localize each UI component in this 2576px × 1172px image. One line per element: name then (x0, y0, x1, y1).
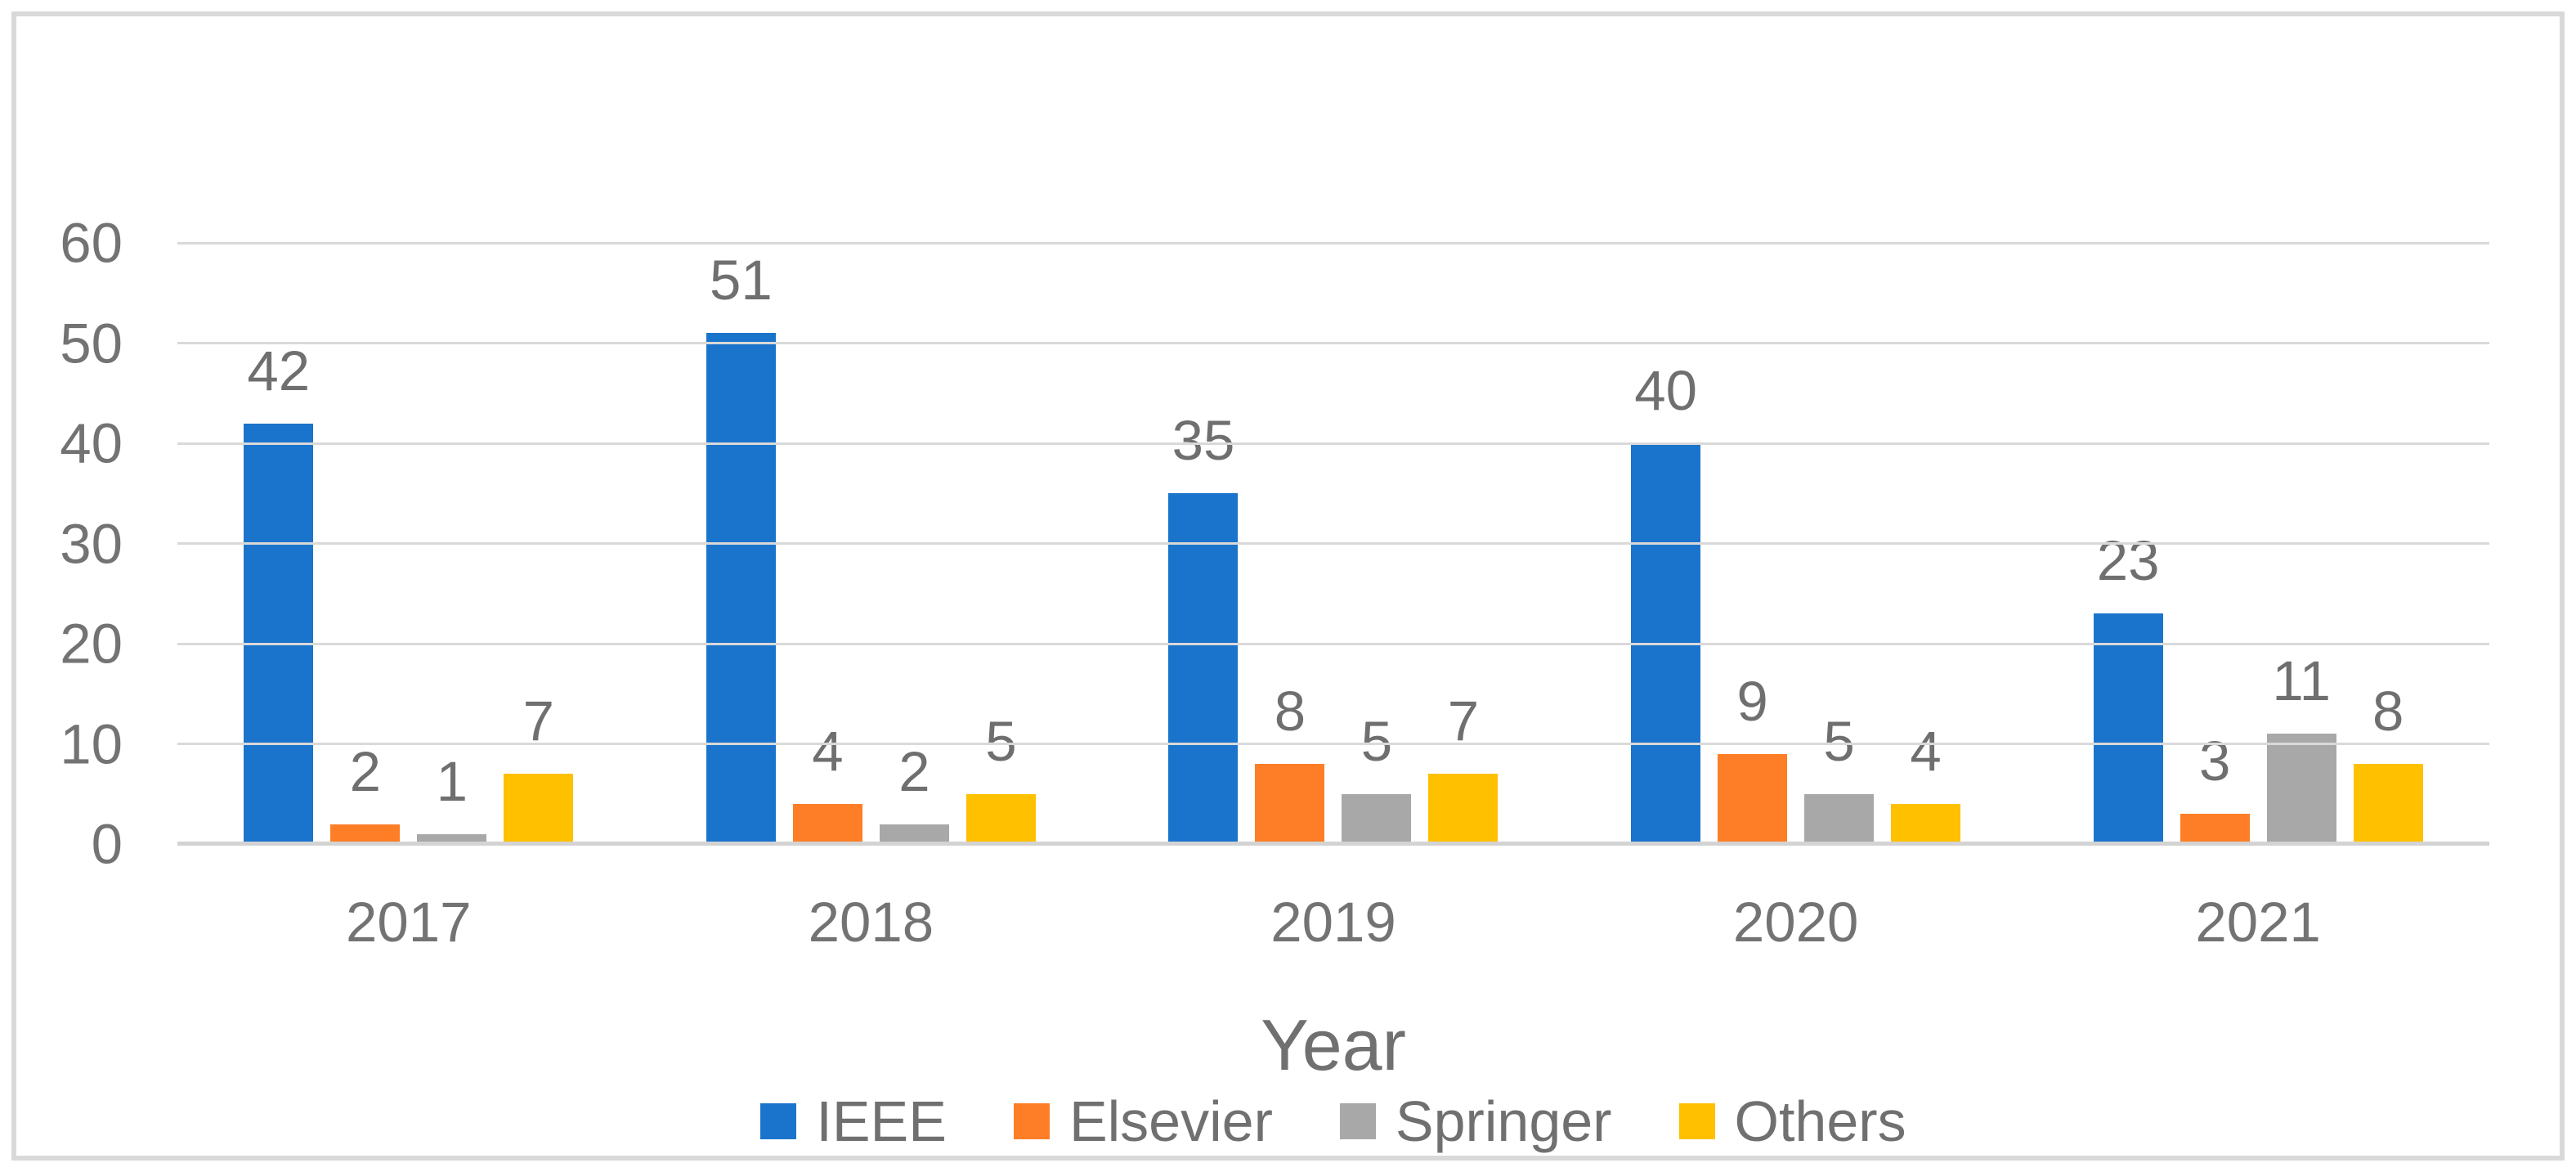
data-label-springer-2017: 1 (436, 749, 468, 813)
bar-others-2020 (1891, 804, 1961, 844)
bar-slot-elsevier-2020: 9 (1718, 243, 1788, 844)
y-tick-label-20: 20 (60, 612, 123, 676)
bar-group-2019: 35 8 5 7 (1102, 243, 1565, 844)
data-label-elsevier-2021: 3 (2198, 730, 2231, 793)
bar-others-2019 (1428, 774, 1499, 844)
x-category-label-2020: 2020 (1732, 891, 1859, 954)
data-label-ieee-2021: 23 (2096, 529, 2160, 593)
x-axis-title: Year (1261, 1004, 1406, 1085)
data-label-others-2018: 5 (985, 709, 1017, 773)
legend-swatch-icon-others (1678, 1103, 1715, 1139)
legend-label-elsevier: Elsevier (1068, 1089, 1273, 1153)
bar-elsevier-2020 (1718, 753, 1788, 844)
data-label-elsevier-2017: 2 (349, 739, 381, 803)
y-tick-label-30: 30 (60, 512, 123, 575)
legend-label-springer: Springer (1395, 1089, 1612, 1153)
bar-others-2021 (2353, 764, 2423, 844)
data-label-ieee-2018: 51 (710, 249, 773, 312)
bar-ieee-2017 (244, 423, 314, 844)
legend-swatch-icon-ieee (760, 1103, 797, 1139)
x-category-label-2018: 2018 (808, 891, 934, 954)
x-axis-category-labels: 2017 2018 2019 2020 2021 (177, 891, 2489, 954)
bar-slot-ieee-2018: 51 (706, 243, 776, 844)
y-tick-label-0: 0 (91, 812, 123, 876)
bar-slot-others-2019: 7 (1428, 243, 1499, 844)
bar-elsevier-2019 (1255, 764, 1325, 844)
x-category-label-2017: 2017 (346, 891, 472, 954)
legend-item-others: Others (1678, 1089, 1906, 1153)
chart-legend: IEEE Elsevier Springer Others (177, 1093, 2489, 1150)
data-label-ieee-2017: 42 (247, 339, 311, 402)
bar-slot-others-2021: 8 (2353, 243, 2423, 844)
x-category-label-2021: 2021 (2195, 891, 2321, 954)
bar-slot-springer-2020: 5 (1804, 243, 1875, 844)
data-label-springer-2020: 5 (1823, 709, 1855, 773)
data-label-springer-2019: 5 (1360, 709, 1393, 773)
data-label-springer-2018: 2 (898, 739, 930, 803)
gridline-50 (177, 342, 2489, 344)
bar-slot-springer-2018: 2 (879, 243, 949, 844)
gridline-20 (177, 642, 2489, 645)
bar-springer-2021 (2266, 734, 2336, 844)
bar-slot-others-2020: 4 (1891, 243, 1961, 844)
legend-item-elsevier: Elsevier (1013, 1089, 1273, 1153)
legend-label-ieee: IEEE (816, 1089, 947, 1153)
bar-group-2021: 23 3 11 8 (2027, 243, 2489, 844)
legend-label-others: Others (1734, 1089, 1906, 1153)
legend-swatch-icon-springer (1339, 1103, 1376, 1139)
bar-springer-2017 (417, 833, 487, 844)
y-tick-label-60: 60 (60, 211, 123, 275)
data-label-elsevier-2018: 4 (812, 720, 844, 783)
y-axis-tick-labels: 0 10 20 30 40 50 60 (0, 215, 123, 873)
bar-slot-others-2017: 7 (504, 243, 574, 844)
data-label-ieee-2020: 40 (1634, 359, 1697, 422)
x-axis-baseline (177, 842, 2489, 846)
gridline-40 (177, 442, 2489, 445)
legend-item-ieee: IEEE (760, 1093, 947, 1150)
data-label-elsevier-2019: 8 (1274, 680, 1306, 743)
bar-elsevier-2021 (2180, 814, 2250, 844)
data-label-others-2020: 4 (1910, 720, 1942, 783)
bar-others-2017 (504, 774, 574, 844)
y-tick-label-10: 10 (60, 712, 123, 775)
plot-area: 42 2 1 7 51 4 2 5 35 8 5 7 40 9 5 4 23 3 11 8 (177, 241, 2489, 846)
data-label-elsevier-2020: 9 (1736, 669, 1768, 733)
y-tick-label-40: 40 (60, 411, 123, 475)
bar-slot-ieee-2019: 35 (1168, 243, 1239, 844)
x-category-label-2019: 2019 (1270, 891, 1396, 954)
bar-elsevier-2017 (330, 824, 401, 844)
bar-slot-springer-2021: 11 (2266, 243, 2336, 844)
bar-slot-springer-2019: 5 (1342, 243, 1412, 844)
bar-slot-ieee-2017: 42 (244, 243, 314, 844)
bar-springer-2019 (1342, 793, 1412, 844)
legend-item-springer: Springer (1339, 1089, 1612, 1153)
legend-swatch-icon-elsevier (1013, 1103, 1050, 1139)
bar-ieee-2021 (2093, 613, 2163, 844)
bar-slot-ieee-2021: 23 (2093, 243, 2163, 844)
bar-group-2017: 42 2 1 7 (177, 243, 640, 844)
y-tick-label-50: 50 (60, 312, 123, 375)
gridline-60 (177, 241, 2489, 245)
bar-slot-elsevier-2018: 4 (792, 243, 862, 844)
bar-elsevier-2018 (792, 804, 862, 844)
bar-slot-elsevier-2017: 2 (330, 243, 401, 844)
data-label-others-2019: 7 (1447, 689, 1480, 753)
data-label-ieee-2019: 35 (1172, 409, 1235, 473)
bar-slot-others-2018: 5 (965, 243, 1036, 844)
bar-slot-elsevier-2021: 3 (2180, 243, 2250, 844)
data-label-springer-2021: 11 (2272, 649, 2331, 713)
bar-ieee-2019 (1168, 493, 1239, 844)
data-label-others-2021: 8 (2372, 680, 2404, 743)
data-label-others-2017: 7 (522, 689, 554, 753)
bar-springer-2020 (1804, 793, 1875, 844)
gridline-30 (177, 542, 2489, 545)
bar-slot-elsevier-2019: 8 (1255, 243, 1325, 844)
gridline-10 (177, 743, 2489, 746)
bar-slot-springer-2017: 1 (417, 243, 487, 844)
bar-others-2018 (965, 793, 1036, 844)
bar-group-2018: 51 4 2 5 (640, 243, 1103, 844)
bar-ieee-2018 (706, 333, 776, 844)
bar-springer-2018 (879, 824, 949, 844)
